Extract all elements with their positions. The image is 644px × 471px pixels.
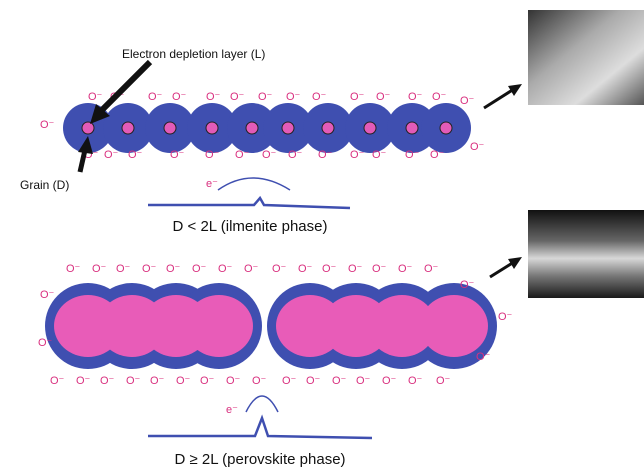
ion-label: O⁻ xyxy=(376,91,391,103)
ion-label: O⁻ xyxy=(408,91,423,103)
grain-core xyxy=(122,122,134,134)
ion-label: O⁻ xyxy=(176,375,191,387)
micrographs xyxy=(484,10,644,298)
ion-label: O⁻ xyxy=(262,149,277,161)
band-diagram-large xyxy=(148,396,372,438)
ion-label: O⁻ xyxy=(424,263,439,275)
ion-label: O⁻ xyxy=(382,375,397,387)
ion-label: O⁻ xyxy=(306,375,321,387)
figure: O⁻ O⁻ O⁻ O⁻ O⁻ O⁻ O⁻ O⁻ O⁻ O⁻ O⁻ O⁻ O⁻ O⁻ O⁻ O⁻ O⁻ O⁻ O⁻ O⁻… xyxy=(0,0,644,471)
ion-label: O⁻ xyxy=(398,263,413,275)
ion-label: O⁻ xyxy=(470,141,485,153)
grain-chain-small xyxy=(63,103,471,153)
ion-label: O⁻ xyxy=(350,91,365,103)
ion-label: O⁻ xyxy=(40,289,55,301)
grain-core xyxy=(406,122,418,134)
ion-label: O⁻ xyxy=(172,91,187,103)
ion-label: O⁻ xyxy=(372,263,387,275)
ion-label: O⁻ xyxy=(272,263,287,275)
ion-label: O⁻ xyxy=(88,91,103,103)
ion-label: O⁻ xyxy=(126,375,141,387)
grain-core xyxy=(364,122,376,134)
ion-label: O⁻ xyxy=(192,263,207,275)
ion-label: O⁻ xyxy=(498,311,513,323)
ion-label: O⁻ xyxy=(332,375,347,387)
ion-label: O⁻ xyxy=(76,375,91,387)
ion-label: O⁻ xyxy=(206,91,221,103)
ion-label: O⁻ xyxy=(142,263,157,275)
ion-label: O⁻ xyxy=(40,119,55,131)
ion-label: O⁻ xyxy=(252,375,267,387)
ion-label: O⁻ xyxy=(405,149,420,161)
ion-label: O⁻ xyxy=(430,149,445,161)
ion-label: O⁻ xyxy=(460,95,475,107)
ion-label: O⁻ xyxy=(166,263,181,275)
ion-label: O⁻ xyxy=(356,375,371,387)
ion-label: O⁻ xyxy=(350,149,365,161)
grain-core xyxy=(322,122,334,134)
ion-label: O⁻ xyxy=(235,149,250,161)
ion-label: O⁻ xyxy=(312,91,327,103)
ion-label: O⁻ xyxy=(348,263,363,275)
grain-core xyxy=(440,122,452,134)
ion-label: O⁻ xyxy=(38,337,53,349)
ion-label: O⁻ xyxy=(318,149,333,161)
ion-label: O⁻ xyxy=(408,375,423,387)
depletion-label: Electron depletion layer (L) xyxy=(122,47,265,61)
ion-label: O⁻ xyxy=(286,91,301,103)
grain-core xyxy=(282,122,294,134)
grain-core xyxy=(420,295,488,357)
ion-label: O⁻ xyxy=(244,263,259,275)
ion-label: O⁻ xyxy=(66,263,81,275)
ion-label: O⁻ xyxy=(50,375,65,387)
ion-label: O⁻ xyxy=(150,375,165,387)
ion-label: O⁻ xyxy=(128,149,143,161)
ion-label: O⁻ xyxy=(372,149,387,161)
ion-label: O⁻ xyxy=(436,375,451,387)
ion-label: O⁻ xyxy=(100,375,115,387)
ion-label: O⁻ xyxy=(322,263,337,275)
grain-core xyxy=(185,295,253,357)
grain-core xyxy=(246,122,258,134)
ion-label: O⁻ xyxy=(148,91,163,103)
ion-label: O⁻ xyxy=(230,91,245,103)
phase-label: D ≥ 2L (perovskite phase) xyxy=(174,451,345,468)
grain-label: Grain (D) xyxy=(20,178,69,192)
ion-label: O⁻ xyxy=(432,91,447,103)
ion-label: O⁻ xyxy=(258,91,273,103)
ion-label: O⁻ xyxy=(298,263,313,275)
ion-label: O⁻ xyxy=(476,351,491,363)
grain-core xyxy=(164,122,176,134)
ion-label: O⁻ xyxy=(288,149,303,161)
ion-label: O⁻ xyxy=(205,149,220,161)
ion-label: O⁻ xyxy=(92,263,107,275)
phase-label: D < 2L (ilmenite phase) xyxy=(173,218,328,235)
ion-label: O⁻ xyxy=(282,375,297,387)
ion-label: O⁻ xyxy=(218,263,233,275)
electron-label: e⁻ xyxy=(206,178,218,190)
ion-label: O⁻ xyxy=(460,279,475,291)
ion-label: O⁻ xyxy=(170,149,185,161)
grain-core xyxy=(206,122,218,134)
ion-label: O⁻ xyxy=(200,375,215,387)
electron-label: e⁻ xyxy=(226,404,238,416)
ion-label: O⁻ xyxy=(226,375,241,387)
ion-label: O⁻ xyxy=(104,149,119,161)
band-diagram-small xyxy=(148,178,350,208)
ion-label: O⁻ xyxy=(116,263,131,275)
grain-chain-large xyxy=(45,283,497,369)
grain-core xyxy=(82,122,94,134)
